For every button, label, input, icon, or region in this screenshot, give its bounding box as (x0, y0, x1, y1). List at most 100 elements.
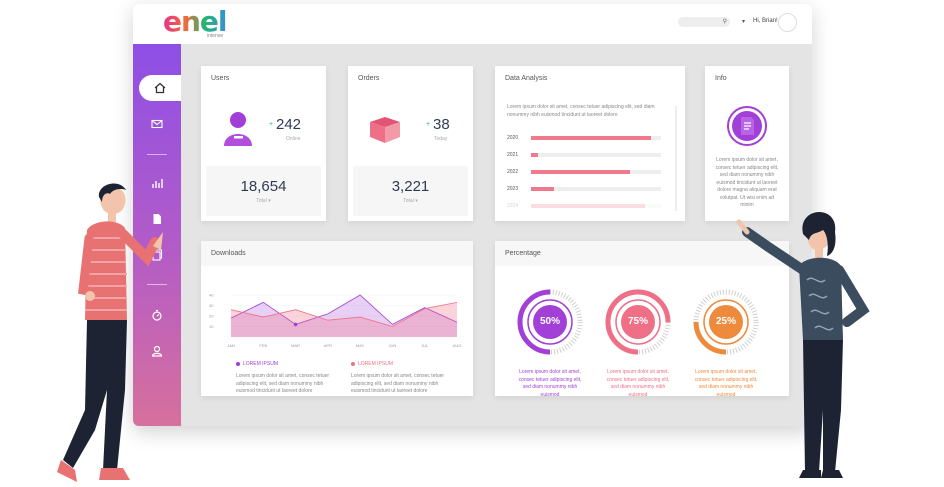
ring-core (621, 305, 655, 339)
legend-text: Lorem ipsum dolor sit amet, consec tetue… (351, 373, 445, 394)
bar-chart-icon (152, 179, 163, 188)
sidebar-item-home[interactable] (139, 75, 181, 101)
bar-row: 2024 (507, 202, 661, 210)
sidebar-item-profile[interactable] (133, 338, 181, 364)
downloads-card: Downloads 40 30 20 10 JAN FEB MAR APR MAY JUN JUL A… (201, 241, 473, 396)
orders-total-count: 3,221 (391, 178, 430, 195)
users-total-count: 18,654 (240, 178, 287, 195)
ring-percent-label: 25% (715, 316, 736, 327)
orders-plus: + (426, 121, 431, 128)
users-total-panel: 18,654 Total ▾ (206, 166, 321, 216)
percentage-card: Percentage 50% Lorem ipsum dolor sit amet… (495, 241, 789, 398)
box-icon (370, 117, 400, 143)
series-line-1 (230, 294, 458, 325)
search-input[interactable]: ⚲ (678, 17, 730, 27)
data-analysis-card: Data Analysis Lorem ipsum dolor sit amet… (495, 66, 685, 221)
downloads-legend-1: LOREM IPSUM Lorem ipsum dolor sit amet, … (236, 361, 336, 396)
users-online-caption: Online (286, 136, 301, 142)
downloads-card-title: Downloads (211, 250, 246, 257)
series-area-2 (231, 302, 457, 337)
orders-today-caption: Today (434, 136, 448, 142)
bar-track (531, 170, 661, 174)
man-figure-illustration (57, 183, 163, 482)
x-tick-label: MAR (291, 343, 300, 348)
bar-row: 2023 (507, 185, 661, 193)
avatar[interactable] (778, 13, 797, 32)
orders-total-dropdown[interactable]: Total ▾ (403, 198, 418, 204)
ring-percent-label: 75% (627, 316, 648, 327)
sidebar-item-documents[interactable] (133, 206, 181, 232)
ring-progress-arc (517, 289, 583, 355)
progress-ring (693, 289, 759, 355)
downloads-legend-2: LOREM IPSUM Lorem ipsum dolor sit amet, … (351, 361, 451, 396)
legend-label: LOREM IPSUM (358, 361, 394, 367)
orders-total-panel: 3,221 Total ▾ (353, 166, 468, 216)
legend-label: LOREM IPSUM (243, 361, 279, 367)
ring-description: Lorem ipsum dolor sit amet, consec tetue… (606, 369, 670, 398)
percentage-card-title: Percentage (505, 250, 541, 257)
ring-core (709, 305, 743, 339)
y-tick-label: 30 (209, 303, 214, 308)
bar-year-label: 2020 (507, 135, 519, 141)
y-tick-label: 40 (209, 293, 214, 298)
document-info-icon (727, 106, 767, 146)
user-greeting: Hi, Brian! (753, 18, 778, 24)
ring-progress-arc (605, 289, 671, 355)
woman-figure-illustration (736, 211, 870, 478)
y-tick-label: 20 (209, 314, 214, 319)
info-card-title: Info (715, 75, 727, 82)
ring-track (693, 289, 759, 355)
downloads-area-chart: 40 30 20 10 JAN FEB MAR APR MAY JUN JUL AUG (209, 293, 461, 349)
ring-progress-arc (693, 289, 759, 355)
series-line-2 (230, 301, 458, 327)
users-card-title: Users (211, 75, 230, 82)
bar-fill (531, 187, 555, 191)
orders-card: Orders + 38 Today 3,221 Total ▾ (348, 66, 473, 221)
sidebar-item-mail[interactable] (133, 111, 181, 137)
info-card: Info Lorem ipsum dolor sit amet, consec … (705, 66, 789, 221)
bar-track (531, 153, 661, 157)
progress-ring (605, 289, 671, 355)
bar-fill (531, 136, 651, 140)
bar-fill (531, 153, 538, 157)
sidebar-divider (147, 154, 167, 155)
sidebar-item-timer[interactable] (133, 302, 181, 328)
series-area-1 (231, 295, 457, 337)
bar-track (531, 204, 661, 208)
chevron-down-icon[interactable]: ▾ (742, 19, 746, 25)
scrollbar[interactable] (675, 106, 677, 211)
progress-ring (517, 289, 583, 355)
downloads-card-header (201, 241, 473, 266)
bar-track (531, 187, 661, 191)
y-tick-label: 10 (209, 324, 214, 329)
ring-core (533, 305, 567, 339)
bar-year-label: 2021 (507, 152, 519, 158)
sidebar (133, 44, 181, 426)
bar-track (531, 136, 661, 140)
search-icon[interactable]: ⚲ (722, 19, 727, 25)
ring-description: Lorem ipsum dolor sit amet, consec tetue… (518, 369, 582, 398)
bar-year-label: 2023 (507, 186, 519, 192)
user-icon (151, 345, 163, 357)
bar-row: 2021 (507, 151, 661, 159)
bar-year-label: 2022 (507, 169, 519, 175)
brand-logo[interactable]: enel (163, 5, 228, 38)
data-point-marker[interactable] (293, 322, 298, 327)
x-tick-label: MAY (356, 343, 365, 348)
data-analysis-title: Data Analysis (505, 75, 548, 82)
users-total-dropdown[interactable]: Total ▾ (256, 198, 271, 204)
brand-logo-subtitle: intense (207, 33, 224, 39)
users-online-count: 242 (276, 116, 302, 133)
x-tick-label: JAN (227, 343, 235, 348)
document-icon (153, 214, 161, 224)
sidebar-item-stats[interactable] (133, 170, 181, 196)
x-tick-label: FEB (259, 343, 267, 348)
bar-row: 2022 (507, 168, 661, 176)
dashboard-window: enel intense ⚲ ▾ Hi, Brian! (133, 4, 812, 426)
legend-dot (351, 361, 355, 366)
bar-year-label: 2024 (507, 203, 519, 209)
bar-row: 2020 (507, 134, 661, 142)
percentage-card-header (495, 241, 789, 266)
sidebar-divider (147, 284, 167, 285)
orders-card-title: Orders (358, 75, 380, 82)
